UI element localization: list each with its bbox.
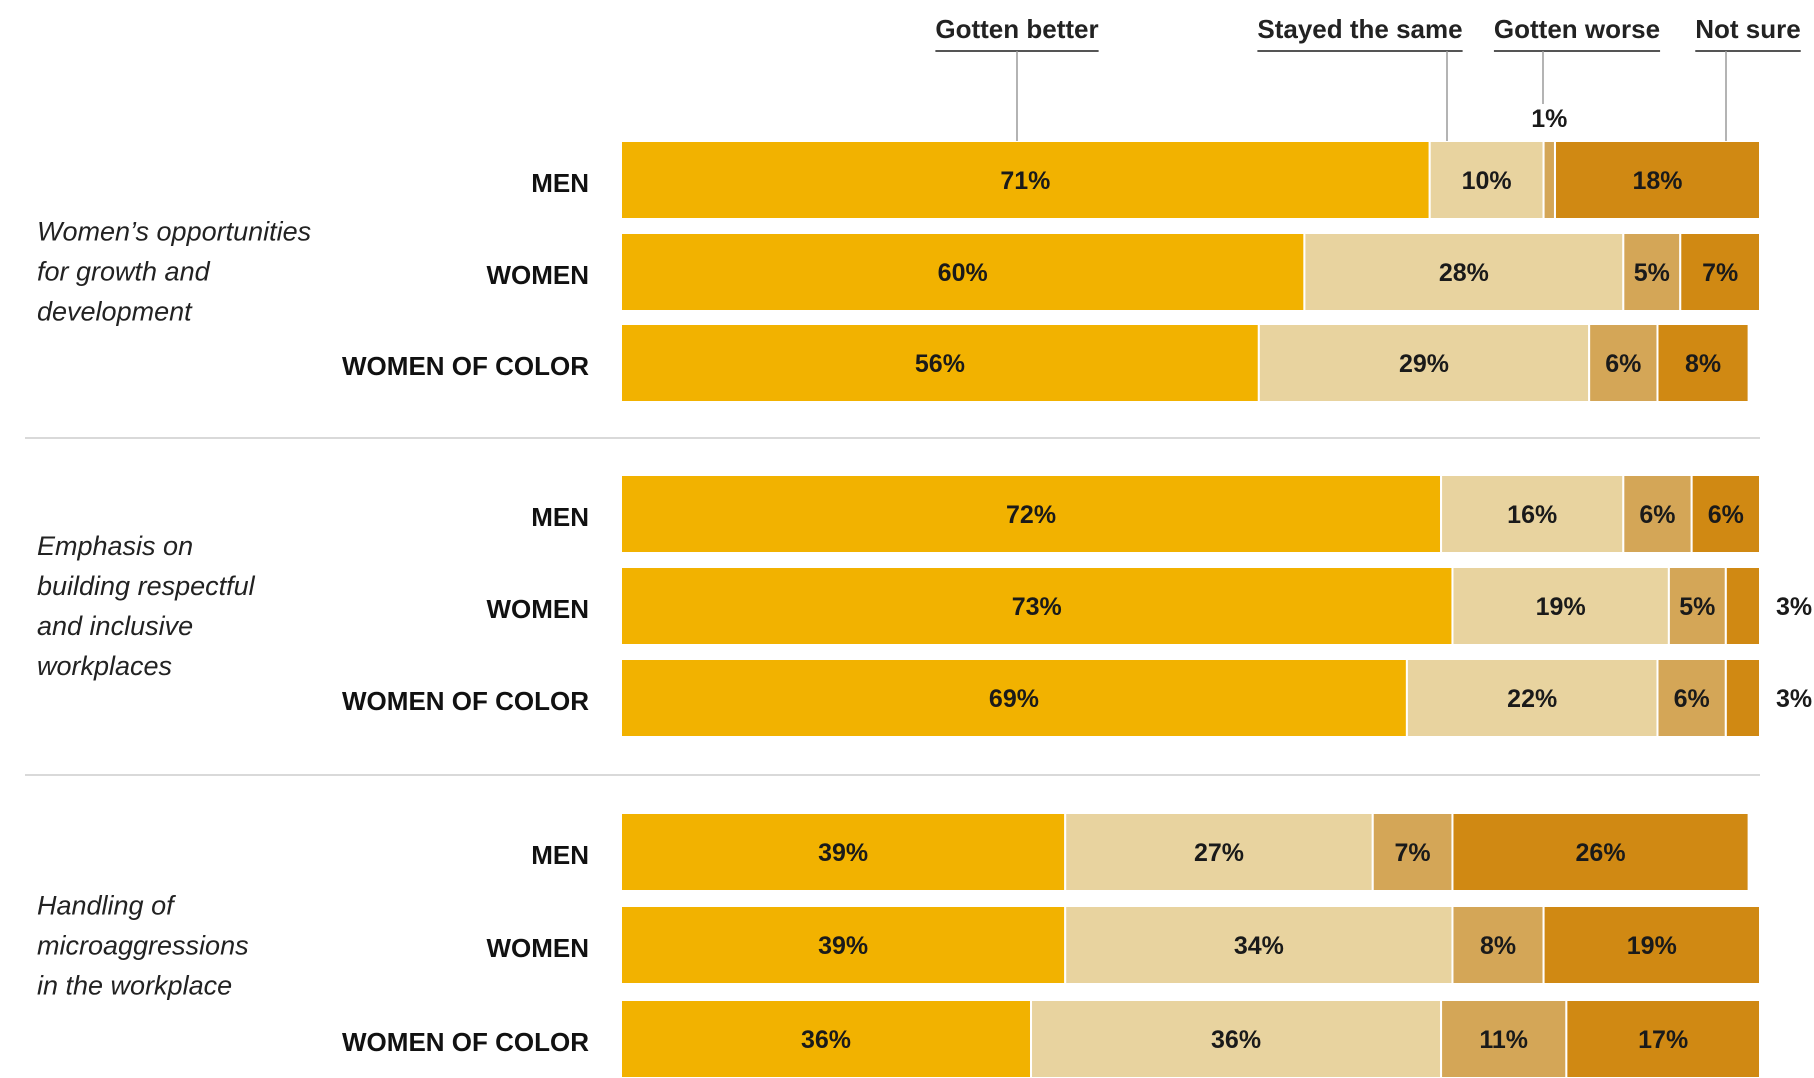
section-label: Emphasis on — [37, 531, 193, 561]
bar-segment — [1542, 140, 1556, 220]
data-label: 10% — [1462, 167, 1512, 195]
bar-segment — [1030, 999, 1443, 1078]
bar-segment — [1451, 566, 1670, 646]
bar-segment — [620, 474, 1443, 554]
group-label: WOMEN OF COLOR — [342, 1027, 589, 1057]
data-label: 19% — [1536, 593, 1586, 621]
data-label: 69% — [989, 685, 1039, 713]
legend-label: Stayed the same — [1257, 14, 1462, 44]
data-label: 28% — [1439, 259, 1489, 287]
bar-segment — [1690, 474, 1762, 554]
data-label: 56% — [915, 350, 965, 378]
bar-segment — [1451, 812, 1750, 892]
group-label: WOMEN — [486, 933, 589, 963]
data-label: 17% — [1638, 1026, 1688, 1054]
section-label: building respectful — [37, 571, 256, 601]
data-label: 71% — [1000, 167, 1050, 195]
bar-segment — [1656, 323, 1750, 403]
bar-segment — [620, 140, 1431, 220]
bar-segment — [620, 905, 1067, 985]
legend-label: Not sure — [1695, 14, 1800, 44]
legend-label: Gotten worse — [1494, 14, 1660, 44]
bar-segment — [620, 566, 1454, 646]
data-label: 36% — [1211, 1026, 1261, 1054]
section-label: Women’s opportunities — [37, 217, 311, 247]
bar-segment — [1064, 905, 1454, 985]
bar-segment — [1064, 812, 1374, 892]
data-label: 1% — [1531, 105, 1567, 133]
group-label: WOMEN — [486, 594, 589, 624]
group-label: WOMEN OF COLOR — [342, 686, 589, 716]
data-label: 5% — [1679, 593, 1715, 621]
data-label: 34% — [1234, 932, 1284, 960]
data-label: 29% — [1399, 350, 1449, 378]
data-label: 6% — [1605, 350, 1641, 378]
data-label: 6% — [1708, 501, 1744, 529]
bar-segment — [1679, 232, 1762, 312]
section-label: for growth and — [37, 257, 211, 287]
data-label: 36% — [801, 1026, 851, 1054]
data-label: 18% — [1632, 167, 1682, 195]
data-label: 11% — [1479, 1026, 1528, 1054]
bar-segment — [620, 999, 1033, 1078]
section-label: in the workplace — [37, 971, 232, 1001]
data-label: 5% — [1634, 259, 1670, 287]
data-label: 39% — [818, 839, 868, 867]
bar-segment — [1724, 566, 1761, 646]
group-label: MEN — [531, 168, 589, 198]
group-label: MEN — [531, 840, 589, 870]
bar-segment — [1724, 658, 1761, 738]
section-label: Handling of — [37, 891, 176, 921]
data-label: 39% — [818, 932, 868, 960]
bar-segment — [1656, 658, 1727, 738]
section-label: and inclusive — [37, 611, 193, 641]
section-label: workplaces — [37, 651, 172, 681]
group-label: WOMEN OF COLOR — [342, 351, 589, 381]
data-label: 60% — [938, 259, 988, 287]
data-label: 8% — [1480, 932, 1516, 960]
bar-segment — [1371, 812, 1454, 892]
data-label: 7% — [1702, 259, 1738, 287]
group-label: WOMEN — [486, 260, 589, 290]
bar-segment — [620, 812, 1067, 892]
bar-segment — [1622, 474, 1693, 554]
data-label: 26% — [1576, 839, 1626, 867]
data-label: 73% — [1012, 593, 1062, 621]
data-label: 72% — [1006, 501, 1056, 529]
bar-segment — [1440, 999, 1568, 1078]
bar-segment — [1565, 999, 1761, 1078]
data-label: 8% — [1685, 350, 1721, 378]
data-label: 16% — [1507, 501, 1557, 529]
data-label: 6% — [1674, 685, 1710, 713]
data-label: 22% — [1507, 685, 1557, 713]
data-label: 19% — [1627, 932, 1677, 960]
section-label: microaggressions — [37, 931, 249, 961]
data-label: 27% — [1194, 839, 1244, 867]
bar-segment — [1588, 323, 1659, 403]
bar-segment — [1257, 323, 1591, 403]
section-label: development — [37, 297, 193, 327]
bar-segment — [1405, 658, 1659, 738]
data-label: 6% — [1639, 501, 1675, 529]
legend-label: Gotten better — [935, 14, 1098, 44]
data-label: 7% — [1395, 839, 1431, 867]
data-label: 3% — [1776, 593, 1812, 621]
bar-segment — [1553, 140, 1761, 220]
bar-segment — [1622, 232, 1682, 312]
bar-segment — [1428, 140, 1545, 220]
bar-segment — [620, 323, 1260, 403]
group-label: MEN — [531, 502, 589, 532]
bar-segment — [620, 232, 1306, 312]
data-label: 3% — [1776, 685, 1812, 713]
bar-segment — [1542, 905, 1761, 985]
